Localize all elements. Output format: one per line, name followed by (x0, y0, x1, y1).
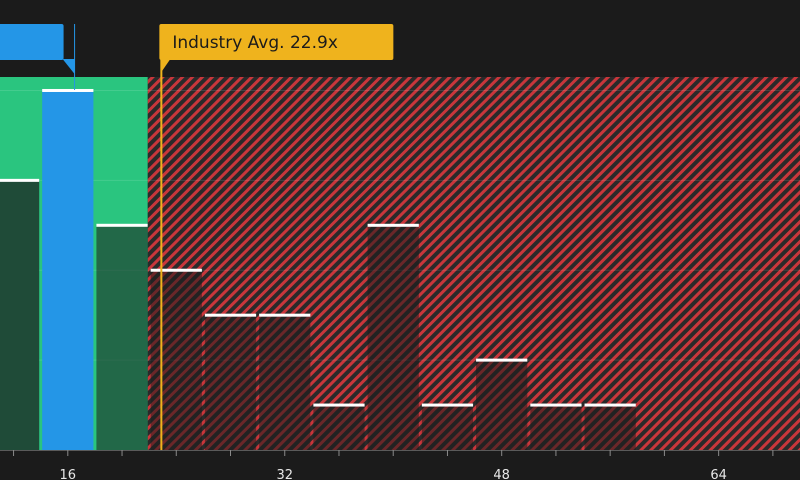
x-tick-label: 64 (710, 468, 727, 480)
x-tick-label: 48 (493, 468, 510, 480)
histogram-bar (313, 405, 365, 450)
bar-top-cap (530, 403, 582, 407)
bar-top-cap (42, 88, 94, 92)
histogram-bar (476, 360, 528, 450)
company-marker-pointer (62, 59, 75, 74)
histogram-bar (96, 225, 148, 450)
bar-top-cap (0, 178, 40, 182)
expensive-zone (147, 77, 800, 450)
histogram-bar (530, 405, 582, 450)
histogram-bar (204, 315, 257, 450)
industry-avg-label: Industry Avg. 22.9x (172, 33, 338, 53)
histogram-bar (150, 270, 202, 450)
bar-top-cap (421, 403, 474, 407)
industry-avg-callout (159, 24, 394, 60)
x-tick-label: 16 (60, 468, 77, 480)
histogram-bar (584, 405, 636, 450)
histogram-bar (421, 405, 474, 450)
histogram-bar (42, 90, 94, 450)
histogram-bar (367, 225, 419, 450)
industry-avg-pointer (160, 59, 171, 72)
bar-top-cap (259, 313, 311, 317)
bar-top-cap (367, 223, 419, 227)
bar-top-cap (313, 403, 365, 407)
x-tick-label: 32 (276, 468, 293, 480)
bar-top-cap (96, 223, 148, 227)
company-marker-callout (0, 24, 64, 60)
bar-top-cap (204, 313, 257, 317)
bar-top-cap (584, 403, 636, 407)
histogram-bar (0, 180, 40, 450)
histogram-bar (259, 315, 311, 450)
bar-top-cap (150, 268, 202, 272)
bar-top-cap (476, 358, 528, 362)
